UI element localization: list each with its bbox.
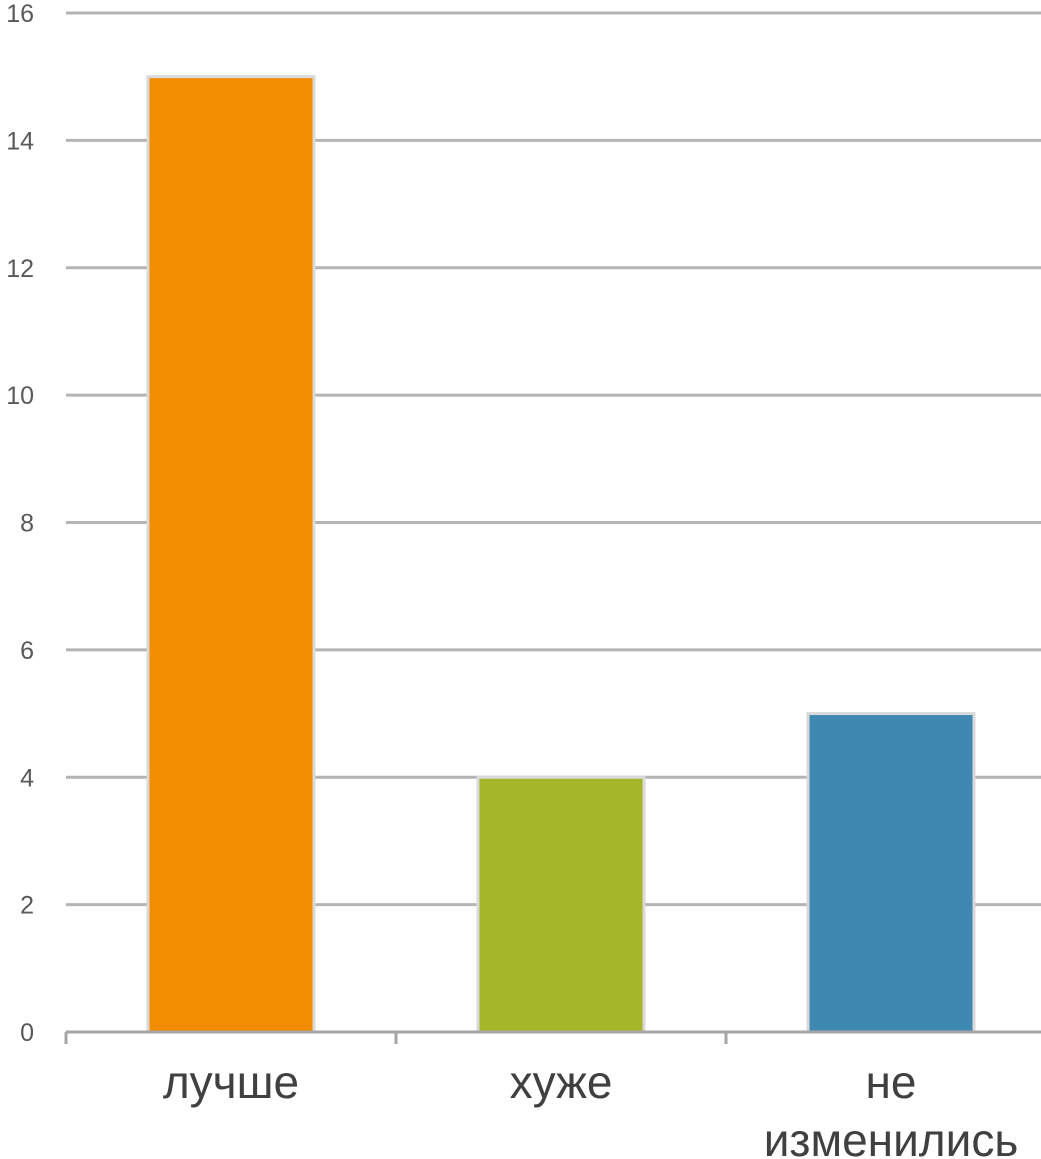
y-tick-label: 14 <box>6 127 34 155</box>
y-tick-label: 0 <box>20 1019 34 1047</box>
bar <box>476 775 646 1034</box>
x-axis-category-labels: лучше хуже не изменились <box>163 1056 1018 1159</box>
bar <box>146 75 316 1034</box>
bar <box>806 712 976 1034</box>
y-tick-label: 12 <box>6 255 34 283</box>
y-tick-label: 4 <box>20 764 34 792</box>
y-tick-label: 10 <box>6 382 34 410</box>
x-category-label: не <box>866 1056 917 1108</box>
bars <box>146 75 976 1034</box>
y-tick-label: 2 <box>20 892 34 920</box>
x-category-label: хуже <box>510 1056 613 1108</box>
y-tick-label: 8 <box>20 510 34 538</box>
y-axis-tick-labels: 0 2 4 6 8 10 12 14 16 <box>6 0 34 1047</box>
x-category-label: лучше <box>163 1056 299 1108</box>
x-axis <box>64 1030 1041 1044</box>
x-category-label: изменились <box>764 1114 1019 1159</box>
y-tick-label: 6 <box>20 637 34 665</box>
y-tick-label: 16 <box>6 0 34 28</box>
